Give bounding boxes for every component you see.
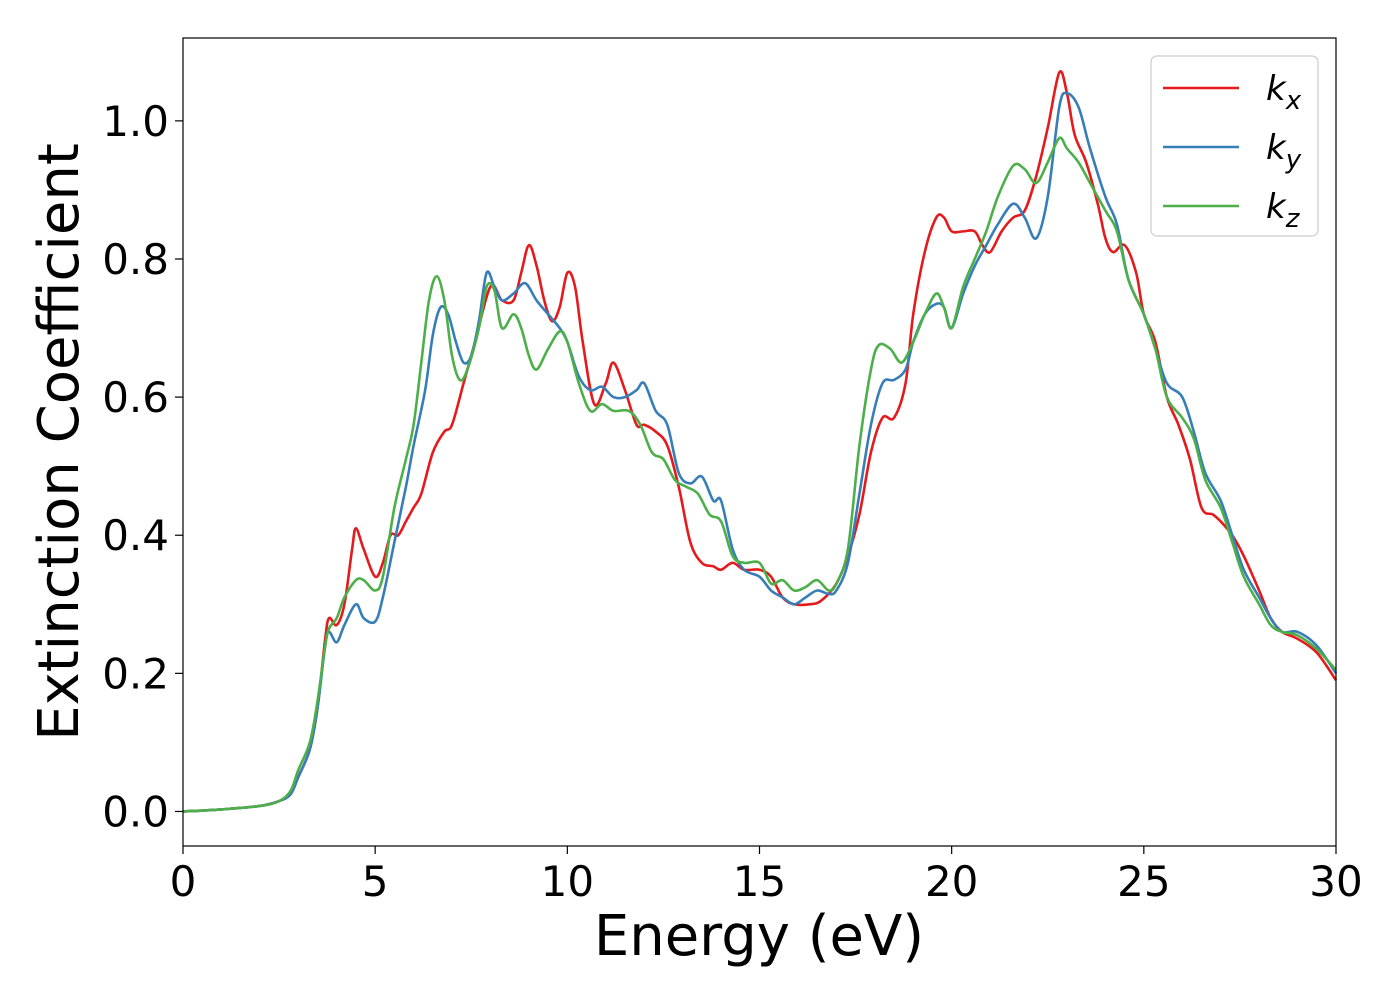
series-line-x	[182, 70, 1338, 813]
y-tick-label: 0.8	[102, 235, 169, 284]
series-line-y	[182, 91, 1338, 813]
y-tick-label: 0.2	[102, 649, 169, 698]
legend-label-x: kx	[1266, 69, 1302, 116]
x-axis-label: Energy (eV)	[594, 904, 924, 969]
y-tick-label: 0.4	[102, 511, 169, 560]
y-tick-label: 0.0	[102, 787, 169, 836]
x-tick-label: 10	[541, 857, 594, 906]
y-axis-label: Extinction Coefficient	[27, 143, 92, 741]
x-tick-label: 25	[1117, 857, 1170, 906]
y-tick-label: 1.0	[102, 97, 169, 146]
y-tick-label: 0.6	[102, 373, 169, 422]
legend-label-z: kz	[1266, 187, 1301, 234]
legend-label-y: ky	[1266, 128, 1302, 175]
series-line-z	[182, 136, 1337, 813]
x-tick-label: 15	[733, 857, 786, 906]
x-tick-label: 0	[170, 857, 197, 906]
curves-layer	[182, 70, 1338, 813]
y-axis: 0.0 0.2 0.4 0.6 0.8 1.0	[102, 97, 183, 836]
x-tick-label: 30	[1309, 857, 1362, 906]
x-tick-label: 20	[925, 857, 978, 906]
x-axis: 0 5 10 15 20 25 30	[170, 846, 1363, 906]
legend: kx ky kz	[1150, 55, 1319, 237]
x-tick-label: 5	[362, 857, 389, 906]
